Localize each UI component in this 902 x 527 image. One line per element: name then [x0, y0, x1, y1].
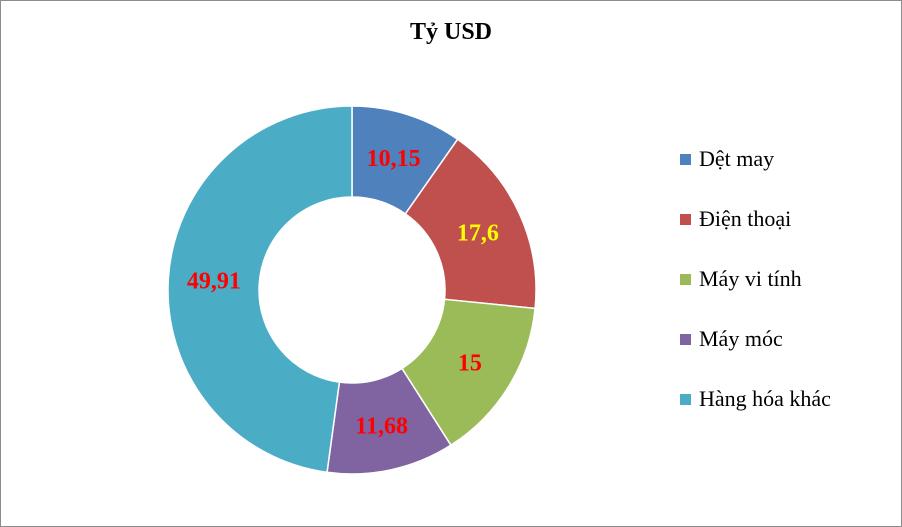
slice-data-label: 15 — [458, 351, 482, 377]
legend-swatch — [680, 274, 691, 285]
slice-data-label: 17,6 — [457, 220, 499, 246]
legend-label: Dệt may — [699, 146, 775, 171]
legend-label: Điện thoại — [699, 206, 792, 231]
legend-swatch — [680, 154, 691, 165]
legend-label: Hàng hóa khác — [699, 386, 831, 411]
slice-data-label: 10,15 — [367, 146, 421, 172]
legend-swatch — [680, 394, 691, 405]
legend-swatch — [680, 334, 691, 345]
legend-label: Máy vi tính — [699, 266, 802, 291]
slice-data-label: 11,68 — [355, 413, 408, 439]
donut-slice — [404, 138, 537, 310]
legend-swatch — [680, 214, 691, 225]
donut-slice — [167, 105, 353, 474]
legend-label: Máy móc — [699, 326, 783, 351]
chart-title: Tỷ USD — [409, 19, 493, 45]
slice-data-label: 49,91 — [187, 269, 241, 295]
